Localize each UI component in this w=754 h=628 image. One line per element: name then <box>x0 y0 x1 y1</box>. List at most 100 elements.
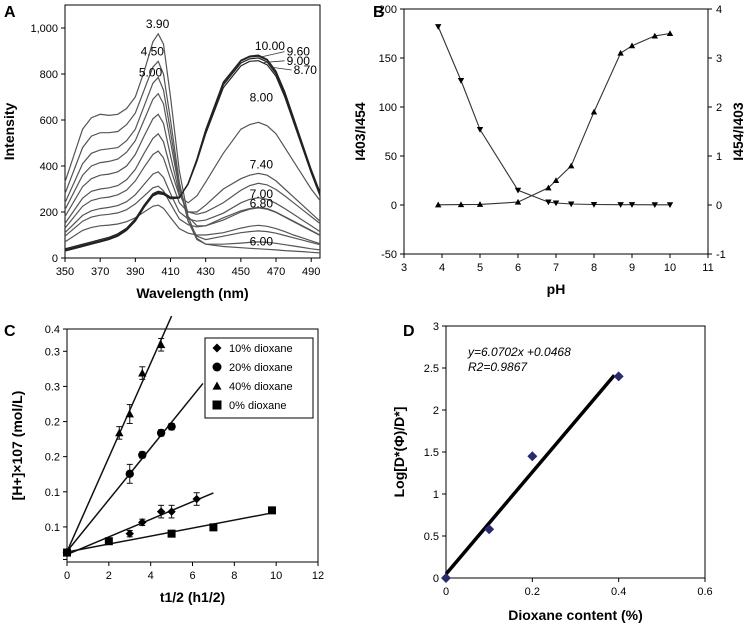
legend-label: 20% dioxane <box>229 362 293 374</box>
data-point <box>568 201 575 208</box>
x-tick-label: 2 <box>106 570 112 582</box>
x-axis-label: Wavelength (nm) <box>136 285 248 301</box>
fit-line <box>66 382 204 552</box>
series-line <box>64 113 321 222</box>
y-tick-label: 2 <box>433 405 439 417</box>
series-line <box>437 26 670 206</box>
series-line <box>64 171 321 234</box>
x-tick-label: 370 <box>91 266 109 278</box>
x-tick-label: 390 <box>126 266 144 278</box>
x-tick-label: 10 <box>270 570 282 582</box>
x-tick-label: 410 <box>161 266 179 278</box>
y-tick-label: 0 <box>52 253 58 265</box>
legend-marker <box>212 400 222 410</box>
y-tick-label: 0.5 <box>424 531 439 543</box>
plot-frame <box>403 8 709 255</box>
y-axis-label: [H+]×107 (mol/L) <box>9 391 25 501</box>
y-tick-label: 0.1 <box>45 522 60 534</box>
x-tick-label: 6 <box>189 570 195 582</box>
series-line <box>438 32 671 206</box>
data-point <box>156 340 166 349</box>
x-tick-label: 4 <box>148 570 154 582</box>
data-point <box>666 30 674 37</box>
series-line <box>64 121 321 224</box>
y-tick-label: 400 <box>40 161 58 173</box>
data-point <box>441 573 451 583</box>
data-point <box>552 200 560 207</box>
data-point <box>167 422 176 431</box>
panel-letter-a: A <box>4 4 16 21</box>
data-point <box>666 202 674 209</box>
data-point <box>545 199 552 206</box>
y-tick-label-right: -1 <box>716 249 726 261</box>
x-tick-label: 0.4 <box>611 586 626 598</box>
ph-annotation: 3.90 <box>146 17 170 31</box>
data-point <box>514 198 522 205</box>
data-point <box>63 548 71 557</box>
y-tick-label: 0.3 <box>45 346 60 358</box>
x-tick-label: 12 <box>312 570 324 582</box>
y-tick-label: 0.4 <box>45 324 60 336</box>
data-point <box>476 201 484 207</box>
panel-d-chart: 0 0.2 0.4 0.6 0 0.5 1 1.5 2 2.5 3 Dioxane content (… <box>391 321 713 623</box>
x-tick-label: 11 <box>702 262 713 274</box>
series-line <box>64 54 321 252</box>
annotation-leader <box>261 51 285 58</box>
data-point <box>167 507 176 516</box>
data-point <box>457 77 465 84</box>
series-line <box>64 185 321 237</box>
data-point <box>568 162 575 169</box>
annotation-leader <box>263 60 285 63</box>
series-line <box>64 32 321 254</box>
y-tick-label: 2.5 <box>424 363 439 375</box>
panel-c-chart: 0 2 4 6 8 10 12 0.1 0.1 0.2 0.2 0.3 0.3 0.4 t1/2 (h1/2… <box>9 315 324 605</box>
data-point <box>590 108 598 115</box>
x-tick-label: 450 <box>232 266 250 278</box>
data-point <box>476 126 484 133</box>
data-point <box>192 494 201 504</box>
x-tick-label: 7 <box>553 262 559 274</box>
ph-annotation: 10.00 <box>255 39 285 53</box>
y-axis-label-left: I403/I454 <box>352 102 368 161</box>
y-tick-label: 3 <box>433 321 439 333</box>
data-point <box>617 49 624 56</box>
legend-label: 10% dioxane <box>229 343 293 355</box>
data-point <box>628 202 636 208</box>
data-point <box>628 42 636 49</box>
data-point <box>651 32 658 39</box>
data-point <box>138 368 147 377</box>
ph-annotation: 7.40 <box>250 157 274 171</box>
y-tick-label: 1.5 <box>424 447 439 459</box>
x-tick-label: 350 <box>56 266 74 278</box>
y-tick-label-right: 4 <box>716 4 722 16</box>
y-tick-label: 1 <box>433 489 439 501</box>
y-tick-label-left: 0 <box>391 200 397 212</box>
data-point <box>435 201 442 208</box>
data-point <box>651 202 658 209</box>
ph-annotation: 9.60 <box>287 45 311 59</box>
y-tick-label-left: -50 <box>381 249 397 261</box>
panel-a-chart: 350 370 390 410 430 450 470 490 0 200 400 600 800 1,0… <box>1 4 321 301</box>
y-tick-label-right: 3 <box>716 53 722 65</box>
data-point <box>527 451 538 462</box>
y-tick-label-left: 200 <box>379 4 397 16</box>
y-tick-label: 800 <box>40 69 58 81</box>
legend-marker <box>212 381 222 390</box>
y-tick-label: 600 <box>40 115 58 127</box>
panel-letter-d: D <box>403 323 415 340</box>
data-point <box>104 537 113 546</box>
y-tick-label-left: 100 <box>379 102 397 114</box>
ph-annotation: 8.70 <box>294 63 318 77</box>
ph-annotation: 5.00 <box>139 65 163 79</box>
y-tick-label: 0.1 <box>45 487 60 499</box>
x-tick-label: 5 <box>477 262 483 274</box>
y-tick-label: 0 <box>433 573 439 585</box>
x-tick-label: 6 <box>515 262 521 274</box>
x-tick-label: 3 <box>401 262 407 274</box>
x-tick-label: 490 <box>302 266 320 278</box>
data-point <box>457 201 465 208</box>
data-point <box>613 371 624 382</box>
x-axis-label: pH <box>547 281 566 297</box>
series-line <box>64 150 321 229</box>
